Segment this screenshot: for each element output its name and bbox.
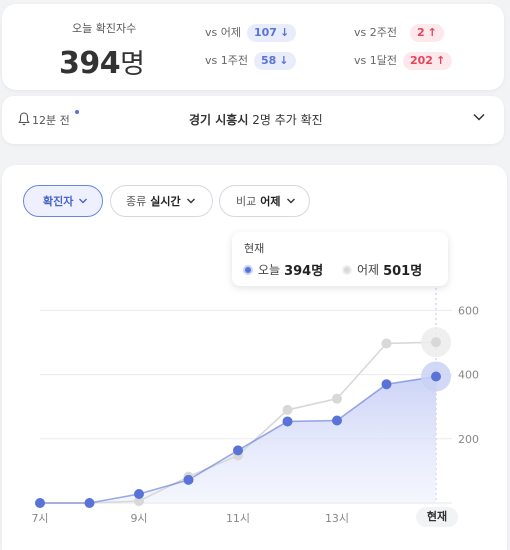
arrow-up-icon: ↑ [427, 26, 437, 39]
today-label: 오늘 [258, 263, 281, 277]
today-point [233, 445, 243, 456]
arrow-down-icon: ↓ [279, 54, 289, 67]
compare-1week: vs 1주전 58 ↓ [205, 52, 296, 70]
chevron-down-icon [286, 198, 295, 204]
today-value: 394명 [284, 264, 324, 279]
arrow-up-icon: ↑ [435, 54, 446, 67]
yesterday-label: 어제 [357, 263, 380, 277]
new-dot [75, 110, 79, 114]
y-tick-label: 400 [458, 369, 479, 382]
today-point [183, 474, 194, 485]
tooltip-today: 오늘 394명 [243, 260, 323, 279]
compare-badge: 2 ↑ [409, 24, 444, 42]
yesterday-point [282, 404, 293, 415]
today-cases-label: 오늘 확진자수 [72, 22, 137, 35]
y-tick-label: 200 [458, 433, 479, 446]
type-dropdown[interactable]: 종류 실시간 [110, 185, 213, 217]
compare-badge: 202 ↑ [402, 52, 453, 70]
metric-dropdown[interactable]: 확진자 [23, 185, 103, 217]
today-cases-unit: 명 [120, 49, 145, 80]
chevron-down-icon [79, 198, 88, 204]
today-point [282, 416, 293, 427]
alert-banner[interactable]: 12분 전 경기 시흥시 2명 추가 확진 [2, 96, 504, 144]
compare-label: vs 1주전 [205, 54, 248, 67]
yesterday-value: 501명 [383, 264, 423, 279]
compare-label: 비교 [236, 195, 257, 208]
today-point [134, 489, 144, 500]
chevron-down-icon [186, 198, 195, 204]
arrow-down-icon: ↓ [279, 26, 290, 39]
compare-dropdown[interactable]: 비교 어제 [219, 185, 310, 217]
bell-icon [18, 112, 30, 126]
compare-value: 어제 [260, 195, 281, 208]
compare-label: vs 어제 [205, 26, 241, 39]
compare-1month: vs 1달전 202 ↑ [354, 52, 453, 70]
chart-tooltip: 현재 오늘 394명 어제 501명 [232, 232, 448, 286]
alert-text: 2명 추가 확진 [252, 113, 323, 127]
today-point [84, 498, 95, 508]
compare-2weeks: vs 2주전 2 ↑ [354, 24, 444, 42]
alert-time: 12분 전 [32, 114, 70, 127]
alert-place: 경기 시흥시 [189, 113, 249, 127]
yesterday-point [134, 496, 144, 507]
type-label: 종류 [126, 195, 147, 208]
chevron-down-icon[interactable] [472, 110, 486, 124]
type-value: 실시간 [150, 195, 181, 208]
today-point [381, 379, 392, 390]
today-legend-dot [243, 264, 253, 275]
tooltip-title: 현재 [244, 242, 265, 255]
yesterday-point [431, 337, 441, 348]
today-area [40, 376, 436, 503]
x-tick-label: 9시 [130, 512, 147, 525]
compare-yesterday: vs 어제 107 ↓ [205, 24, 297, 42]
tooltip-yesterday: 어제 501명 [342, 260, 422, 279]
metric-value: 확진자 [43, 195, 74, 208]
x-tick-label: 13시 [325, 512, 349, 525]
yesterday-point [381, 338, 392, 349]
today-cases-count: 394명 [59, 42, 145, 81]
today-point [431, 371, 441, 382]
compare-label: vs 1달전 [354, 54, 397, 67]
compare-label: vs 2주전 [354, 26, 397, 39]
summary-card: 오늘 확진자수 394명 vs 어제 107 ↓ vs 2주전 2 ↑ vs 1주전 58… [2, 4, 504, 90]
alert-message: 경기 시흥시 2명 추가 확진 [189, 111, 323, 128]
current-time-label: 현재 [416, 507, 458, 527]
yesterday-point [332, 393, 342, 404]
y-tick-label: 600 [458, 304, 479, 317]
today-point [35, 498, 45, 508]
compare-badge: 107 ↓ [246, 24, 297, 42]
compare-badge: 58 ↓ [253, 52, 296, 70]
today-point [332, 415, 342, 426]
today-cases-value: 394 [59, 46, 121, 81]
x-tick-label: 7시 [31, 512, 48, 525]
x-tick-label: 11시 [226, 512, 250, 525]
yesterday-legend-dot [342, 264, 352, 275]
